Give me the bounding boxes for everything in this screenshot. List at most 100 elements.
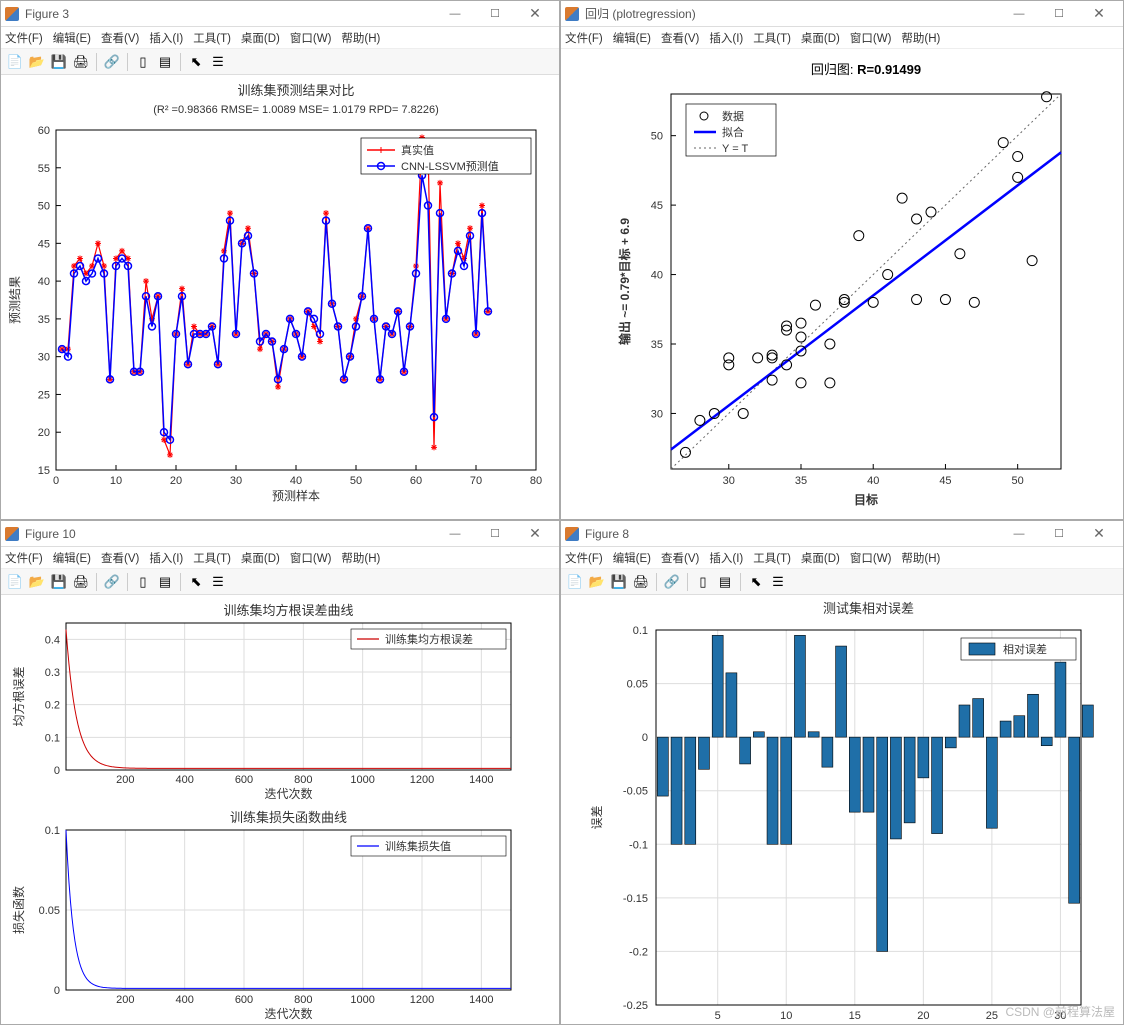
menu-help[interactable]: 帮助(H): [341, 550, 380, 566]
svg-text:25: 25: [38, 389, 50, 401]
menu-help[interactable]: 帮助(H): [901, 550, 940, 566]
svg-text:10: 10: [110, 475, 122, 487]
menu-tool[interactable]: 工具(T): [193, 30, 231, 46]
svg-text:训练集损失函数曲线: 训练集损失函数曲线: [230, 810, 347, 825]
menu-win[interactable]: 窗口(W): [850, 30, 892, 46]
svg-text:10: 10: [780, 1010, 792, 1022]
link-icon[interactable]: 🔗: [662, 572, 682, 592]
maximize-button[interactable]: ☐: [475, 2, 515, 26]
menu-edit[interactable]: 编辑(E): [53, 30, 91, 46]
list-icon[interactable]: ☰: [208, 52, 228, 72]
menu-insert[interactable]: 插入(I): [149, 30, 183, 46]
print-icon[interactable]: 🖨: [631, 572, 651, 592]
new-icon[interactable]: 📄: [565, 572, 585, 592]
menu-edit[interactable]: 编辑(E): [613, 30, 651, 46]
svg-text:0: 0: [642, 732, 648, 744]
menu-tool[interactable]: 工具(T): [753, 550, 791, 566]
layout1-icon[interactable]: ▯: [693, 572, 713, 592]
svg-text:迭代次数: 迭代次数: [264, 786, 312, 801]
window-title: Figure 3: [25, 7, 435, 21]
open-icon[interactable]: 📂: [587, 572, 607, 592]
menu-edit[interactable]: 编辑(E): [53, 550, 91, 566]
svg-text:CNN-LSSVM预测值: CNN-LSSVM预测值: [401, 160, 499, 173]
close-button[interactable]: ✕: [515, 522, 555, 546]
layout1-icon[interactable]: ▯: [133, 572, 153, 592]
menu-view[interactable]: 查看(V): [101, 550, 139, 566]
titlebar[interactable]: Figure 3 — ☐ ✕: [1, 1, 559, 27]
menu-tool[interactable]: 工具(T): [193, 550, 231, 566]
close-button[interactable]: ✕: [1079, 522, 1119, 546]
svg-text:回归图: R=0.91499: 回归图: R=0.91499: [811, 62, 921, 77]
maximize-button[interactable]: ☐: [475, 522, 515, 546]
svg-text:相对误差: 相对误差: [1003, 642, 1047, 656]
layout2-icon[interactable]: ▤: [155, 572, 175, 592]
pointer-icon[interactable]: ⬉: [186, 52, 206, 72]
plot-area: 训练集预测结果对比(R² =0.98366 RMSE= 1.0089 MSE= …: [1, 75, 559, 519]
svg-text:50: 50: [350, 475, 362, 487]
layout1-icon[interactable]: ▯: [133, 52, 153, 72]
menu-view[interactable]: 查看(V): [661, 550, 699, 566]
maximize-button[interactable]: ☐: [1039, 2, 1079, 26]
toolbar: 📄 📂 💾 🖨 🔗 ▯ ▤ ⬉ ☰: [1, 49, 559, 75]
layout2-icon[interactable]: ▤: [715, 572, 735, 592]
menu-win[interactable]: 窗口(W): [290, 30, 332, 46]
pointer-icon[interactable]: ⬉: [186, 572, 206, 592]
svg-text:60: 60: [410, 475, 422, 487]
menu-view[interactable]: 查看(V): [101, 30, 139, 46]
svg-text:20: 20: [38, 427, 50, 439]
open-icon[interactable]: 📂: [27, 52, 47, 72]
menu-help[interactable]: 帮助(H): [901, 30, 940, 46]
toolbar: 📄 📂 💾 🖨 🔗 ▯ ▤ ⬉ ☰: [1, 569, 559, 595]
svg-text:40: 40: [290, 475, 302, 487]
new-icon[interactable]: 📄: [5, 52, 25, 72]
minimize-button[interactable]: —: [435, 522, 475, 546]
menu-file[interactable]: 文件(F): [565, 550, 603, 566]
maximize-button[interactable]: ☐: [1039, 522, 1079, 546]
menu-view[interactable]: 查看(V): [661, 30, 699, 46]
save-icon[interactable]: 💾: [49, 572, 69, 592]
svg-text:35: 35: [795, 475, 807, 487]
minimize-button[interactable]: —: [435, 2, 475, 26]
menu-desk[interactable]: 桌面(D): [241, 30, 280, 46]
minimize-button[interactable]: —: [999, 2, 1039, 26]
titlebar[interactable]: 回归 (plotregression) — ☐ ✕: [561, 1, 1123, 27]
menu-win[interactable]: 窗口(W): [290, 550, 332, 566]
menu-tool[interactable]: 工具(T): [753, 30, 791, 46]
menu-desk[interactable]: 桌面(D): [801, 30, 840, 46]
svg-text:40: 40: [38, 276, 50, 288]
link-icon[interactable]: 🔗: [102, 572, 122, 592]
menu-edit[interactable]: 编辑(E): [613, 550, 651, 566]
svg-text:0.1: 0.1: [45, 825, 60, 837]
svg-text:损失函数: 损失函数: [11, 886, 26, 934]
svg-text:输出 ~= 0.79*目标 + 6.9: 输出 ~= 0.79*目标 + 6.9: [617, 218, 632, 345]
new-icon[interactable]: 📄: [5, 572, 25, 592]
menu-file[interactable]: 文件(F): [5, 30, 43, 46]
open-icon[interactable]: 📂: [27, 572, 47, 592]
list-icon[interactable]: ☰: [208, 572, 228, 592]
pointer-icon[interactable]: ⬉: [746, 572, 766, 592]
save-icon[interactable]: 💾: [609, 572, 629, 592]
close-button[interactable]: ✕: [1079, 2, 1119, 26]
menu-desk[interactable]: 桌面(D): [801, 550, 840, 566]
menu-desk[interactable]: 桌面(D): [241, 550, 280, 566]
menu-win[interactable]: 窗口(W): [850, 550, 892, 566]
save-icon[interactable]: 💾: [49, 52, 69, 72]
print-icon[interactable]: 🖨: [71, 572, 91, 592]
link-icon[interactable]: 🔗: [102, 52, 122, 72]
print-icon[interactable]: 🖨: [71, 52, 91, 72]
svg-text:0: 0: [54, 985, 60, 997]
titlebar[interactable]: Figure 10 — ☐ ✕: [1, 521, 559, 547]
window-title: Figure 10: [25, 527, 435, 541]
layout2-icon[interactable]: ▤: [155, 52, 175, 72]
menu-help[interactable]: 帮助(H): [341, 30, 380, 46]
menu-insert[interactable]: 插入(I): [709, 30, 743, 46]
list-icon[interactable]: ☰: [768, 572, 788, 592]
menu-file[interactable]: 文件(F): [565, 30, 603, 46]
close-button[interactable]: ✕: [515, 2, 555, 26]
minimize-button[interactable]: —: [999, 522, 1039, 546]
menu-file[interactable]: 文件(F): [5, 550, 43, 566]
titlebar[interactable]: Figure 8 — ☐ ✕: [561, 521, 1123, 547]
svg-text:0.1: 0.1: [633, 625, 648, 637]
menu-insert[interactable]: 插入(I): [709, 550, 743, 566]
menu-insert[interactable]: 插入(I): [149, 550, 183, 566]
